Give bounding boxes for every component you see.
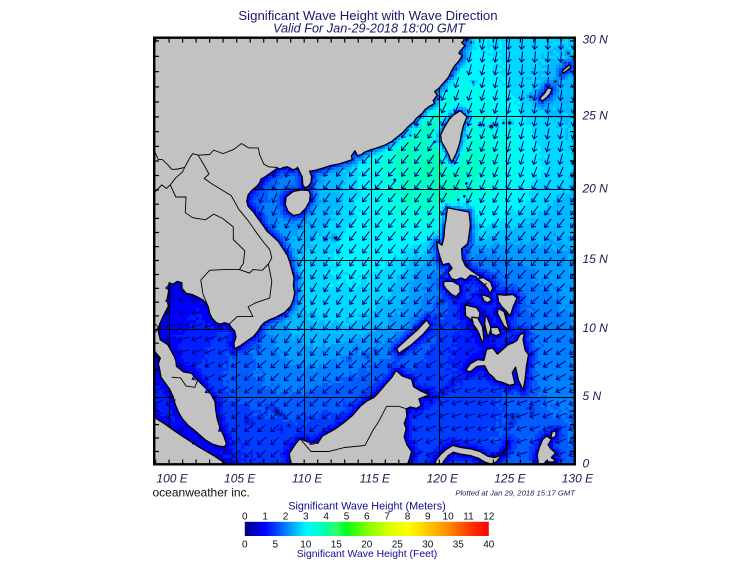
svg-text:3: 3 xyxy=(303,512,309,523)
svg-text:1: 1 xyxy=(262,512,268,523)
svg-text:5 N: 5 N xyxy=(583,389,602,403)
svg-text:Significant Wave Height (Feet): Significant Wave Height (Feet) xyxy=(297,549,438,560)
svg-text:125 E: 125 E xyxy=(494,472,526,486)
svg-text:Plotted at Jan 29, 2018 15:17: Plotted at Jan 29, 2018 15:17 GMT xyxy=(455,489,576,498)
svg-text:12: 12 xyxy=(483,512,495,523)
svg-text:30 N: 30 N xyxy=(583,33,609,47)
svg-text:oceanweather inc.: oceanweather inc. xyxy=(153,486,250,500)
svg-text:40: 40 xyxy=(483,540,495,551)
svg-text:4: 4 xyxy=(323,512,329,523)
svg-text:25 N: 25 N xyxy=(582,109,609,123)
svg-text:20: 20 xyxy=(361,540,373,551)
svg-text:30: 30 xyxy=(422,540,434,551)
svg-text:2: 2 xyxy=(283,512,289,523)
svg-text:11: 11 xyxy=(463,512,474,523)
svg-text:20 N: 20 N xyxy=(582,182,609,196)
svg-text:Significant Wave Height with W: Significant Wave Height with Wave Direct… xyxy=(238,8,497,23)
svg-text:9: 9 xyxy=(425,512,431,523)
svg-text:25: 25 xyxy=(392,540,404,551)
svg-text:0: 0 xyxy=(242,512,248,523)
svg-text:15: 15 xyxy=(331,540,343,551)
svg-text:110 E: 110 E xyxy=(292,472,323,486)
svg-text:Significant Wave Height (Meter: Significant Wave Height (Meters) xyxy=(288,501,445,513)
svg-text:130 E: 130 E xyxy=(562,472,594,486)
svg-text:100 E: 100 E xyxy=(156,472,188,486)
svg-text:120 E: 120 E xyxy=(427,472,459,486)
svg-text:6: 6 xyxy=(364,512,370,523)
svg-text:105 E: 105 E xyxy=(224,472,256,486)
svg-text:Valid For Jan-29-2018 18:00 GM: Valid For Jan-29-2018 18:00 GMT xyxy=(273,22,466,36)
svg-text:10: 10 xyxy=(443,512,455,523)
svg-text:0: 0 xyxy=(583,457,590,471)
svg-text:8: 8 xyxy=(405,512,411,523)
svg-text:115 E: 115 E xyxy=(360,472,391,486)
svg-text:35: 35 xyxy=(453,540,465,551)
svg-text:15 N: 15 N xyxy=(583,252,609,266)
svg-text:10: 10 xyxy=(300,540,312,551)
svg-text:7: 7 xyxy=(384,512,390,523)
svg-text:10 N: 10 N xyxy=(583,321,609,335)
svg-text:5: 5 xyxy=(344,512,350,523)
svg-text:5: 5 xyxy=(273,540,279,551)
svg-text:0: 0 xyxy=(242,540,248,551)
